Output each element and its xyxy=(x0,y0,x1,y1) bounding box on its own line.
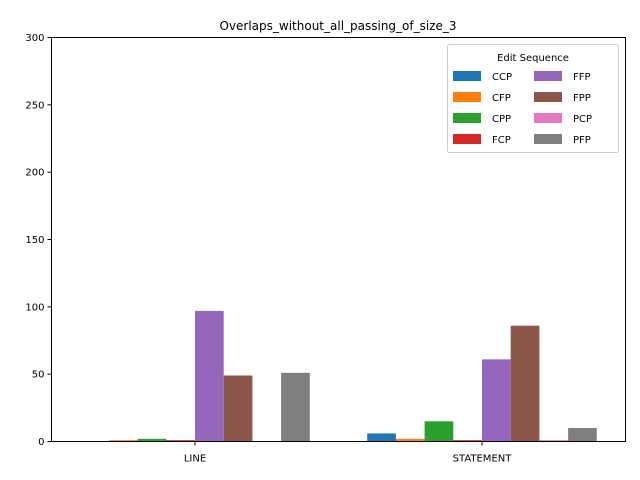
plot-frame xyxy=(51,37,626,442)
y-tick-label: 300 xyxy=(25,33,44,44)
legend-label-pcp: PCP xyxy=(573,114,592,125)
bar-pfp-line xyxy=(281,372,310,442)
legend: Edit Sequence CCP CFP CPP FCP FFP FPP PCP PFP xyxy=(447,44,619,153)
x-tick-label: STATEMENT xyxy=(453,454,513,465)
bar-cpp-line xyxy=(137,438,167,442)
legend-title: Edit Sequence xyxy=(497,53,569,64)
legend-swatch-pcp xyxy=(534,113,562,123)
bar-cpp-statement xyxy=(424,421,454,442)
legend-swatch-ffp xyxy=(534,71,562,81)
legend-label-ffp: FFP xyxy=(573,72,591,83)
legend-swatch-ccp xyxy=(453,71,481,81)
legend-label-fpp: FPP xyxy=(573,93,591,104)
y-tick-label: 50 xyxy=(32,370,45,381)
bar-pfp-statement xyxy=(568,428,597,442)
legend-swatch-cfp xyxy=(453,92,481,102)
x-tick-label: LINE xyxy=(184,454,206,465)
bar-cfp-line xyxy=(108,440,138,442)
bar-ffp-line xyxy=(195,310,224,442)
legend-label-cpp: CPP xyxy=(492,114,511,125)
legend-label-pfp: PFP xyxy=(573,135,591,146)
legend-swatch-pfp xyxy=(534,134,562,144)
legend-label-fcp: FCP xyxy=(492,135,511,146)
y-tick-label: 100 xyxy=(25,302,44,313)
y-axis: 0 50 100 150 200 250 300 xyxy=(25,33,52,448)
legend-label-ccp: CCP xyxy=(492,72,512,83)
bars-group xyxy=(108,310,597,442)
bar-fpp-statement xyxy=(510,325,540,442)
y-tick-label: 200 xyxy=(25,168,44,179)
bar-fcp-line xyxy=(166,440,195,442)
legend-label-cfp: CFP xyxy=(492,93,511,104)
legend-swatch-cpp xyxy=(453,113,481,123)
bar-cfp-statement xyxy=(395,438,425,442)
y-tick-label: 150 xyxy=(25,235,44,246)
legend-box xyxy=(447,44,619,153)
bar-pcp-statement xyxy=(539,440,569,442)
bar-fcp-statement xyxy=(453,440,482,442)
bar-ffp-statement xyxy=(482,359,511,442)
x-axis: LINE STATEMENT xyxy=(184,441,513,465)
bar-ccp-statement xyxy=(367,433,396,442)
y-tick-label: 0 xyxy=(38,437,44,448)
bar-fpp-line xyxy=(223,375,253,442)
legend-swatch-fcp xyxy=(453,134,481,144)
chart-title: Overlaps_without_all_passing_of_size_3 xyxy=(219,19,456,33)
y-tick-label: 250 xyxy=(25,100,44,111)
legend-swatch-fpp xyxy=(534,92,562,102)
